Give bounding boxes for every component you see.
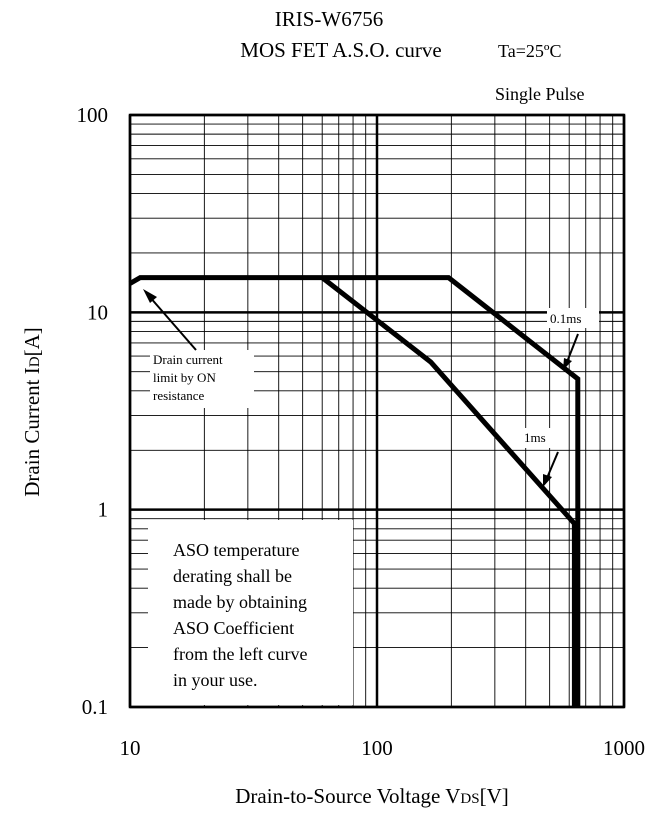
x-tick-label: 100 bbox=[361, 736, 393, 760]
aso-note-line-4: ASO Coefficient bbox=[173, 618, 294, 638]
aso-note-line-3: made by obtaining bbox=[173, 592, 307, 612]
drain-limit-text: Drain current limit by ON resistance bbox=[153, 352, 226, 403]
series-1ms-curve bbox=[320, 275, 577, 707]
drain-limit-box bbox=[150, 350, 254, 408]
x-axis-label: Drain-to-Source Voltage VDS[V] bbox=[235, 784, 508, 808]
label-1ms-box bbox=[522, 428, 552, 448]
label-01ms-box bbox=[547, 308, 599, 328]
aso-note-line-1: ASO temperature bbox=[173, 540, 299, 560]
aso-note-box bbox=[148, 520, 353, 705]
aso-note-line-5: from the left curve bbox=[173, 644, 307, 664]
drain-limit-line-3: resistance bbox=[153, 388, 204, 403]
label-01ms-arrow bbox=[566, 333, 579, 363]
x-axis-label-main: Drain-to-Source Voltage V bbox=[235, 784, 460, 808]
pulse-note: Single Pulse bbox=[495, 84, 585, 104]
chart-title: IRIS-W6756 bbox=[275, 7, 384, 31]
y-tick-labels: 0.1 1 10 100 bbox=[77, 103, 109, 719]
y-axis-label: Drain Current ID[A] bbox=[20, 327, 44, 496]
drain-limit-arrow bbox=[148, 295, 197, 351]
label-01ms: 0.1ms bbox=[550, 311, 581, 326]
aso-note-annotation: ASO temperature derating shall be made b… bbox=[148, 520, 353, 705]
drain-limit-annotation: Drain current limit by ON resistance bbox=[143, 289, 254, 408]
y-tick-label: 100 bbox=[77, 103, 109, 127]
series-01ms-curve bbox=[128, 275, 581, 707]
x-tick-label: 1000 bbox=[603, 736, 645, 760]
drain-limit-arrowhead bbox=[143, 289, 157, 303]
x-axis-label-sub: DS bbox=[460, 791, 479, 807]
aso-note-text: ASO temperature derating shall be made b… bbox=[173, 540, 312, 690]
drain-limit-line-2: limit by ON bbox=[153, 370, 216, 385]
x-tick-labels: 10 100 1000 bbox=[120, 736, 646, 760]
y-axis-label-unit: [A] bbox=[20, 327, 44, 356]
x-axis-label-unit: [V] bbox=[480, 784, 509, 808]
label-1ms-annotation: 1ms bbox=[522, 428, 559, 487]
y-tick-label: 1 bbox=[98, 498, 109, 522]
plot-frame bbox=[128, 113, 626, 709]
label-1ms-arrowhead bbox=[543, 474, 552, 487]
chart-subtitle: MOS FET A.S.O. curve bbox=[240, 38, 441, 62]
x-tick-label: 10 bbox=[120, 736, 141, 760]
y-tick-label: 0.1 bbox=[82, 695, 108, 719]
aso-note-line-6: in your use. bbox=[173, 670, 258, 690]
series-group bbox=[128, 275, 581, 707]
label-01ms-annotation: 0.1ms bbox=[547, 308, 599, 370]
plot-area bbox=[128, 113, 626, 709]
y-axis-label-main: Drain Current I bbox=[20, 367, 44, 496]
aso-note-line-2: derating shall be bbox=[173, 566, 292, 586]
label-01ms-arrowhead bbox=[563, 358, 572, 370]
label-1ms: 1ms bbox=[524, 430, 546, 445]
drain-limit-line-1: Drain current bbox=[153, 352, 223, 367]
temperature-condition: Ta=25ºC bbox=[498, 41, 561, 61]
y-tick-label: 10 bbox=[87, 300, 108, 324]
label-1ms-arrow bbox=[546, 451, 559, 479]
y-axis-label-sub: D bbox=[27, 356, 43, 367]
